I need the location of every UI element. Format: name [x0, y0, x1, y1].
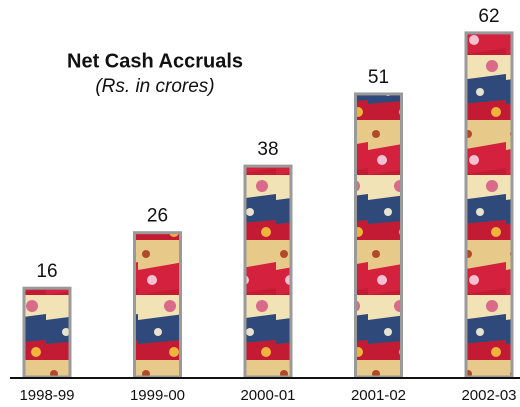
x-tick-label: 1998-99: [19, 387, 74, 404]
bar: [354, 92, 403, 379]
bar: [464, 31, 514, 379]
bar: [22, 286, 72, 379]
value-label: 51: [368, 67, 389, 88]
x-tick-label: 2002-03: [461, 387, 516, 404]
value-label: 16: [36, 261, 57, 282]
chart-title: Net Cash Accruals: [67, 50, 243, 72]
x-tick-label: 2000-01: [240, 387, 295, 404]
bars: [22, 31, 514, 379]
value-label: 38: [257, 139, 278, 160]
value-label: 26: [147, 206, 168, 227]
value-label: 62: [478, 6, 499, 27]
x-tick-label: 2001-02: [351, 387, 406, 404]
bar: [133, 231, 182, 379]
x-tick-label: 1999-00: [130, 387, 185, 404]
chart-subtitle: (Rs. in crores): [95, 76, 214, 97]
bar: [243, 164, 293, 379]
